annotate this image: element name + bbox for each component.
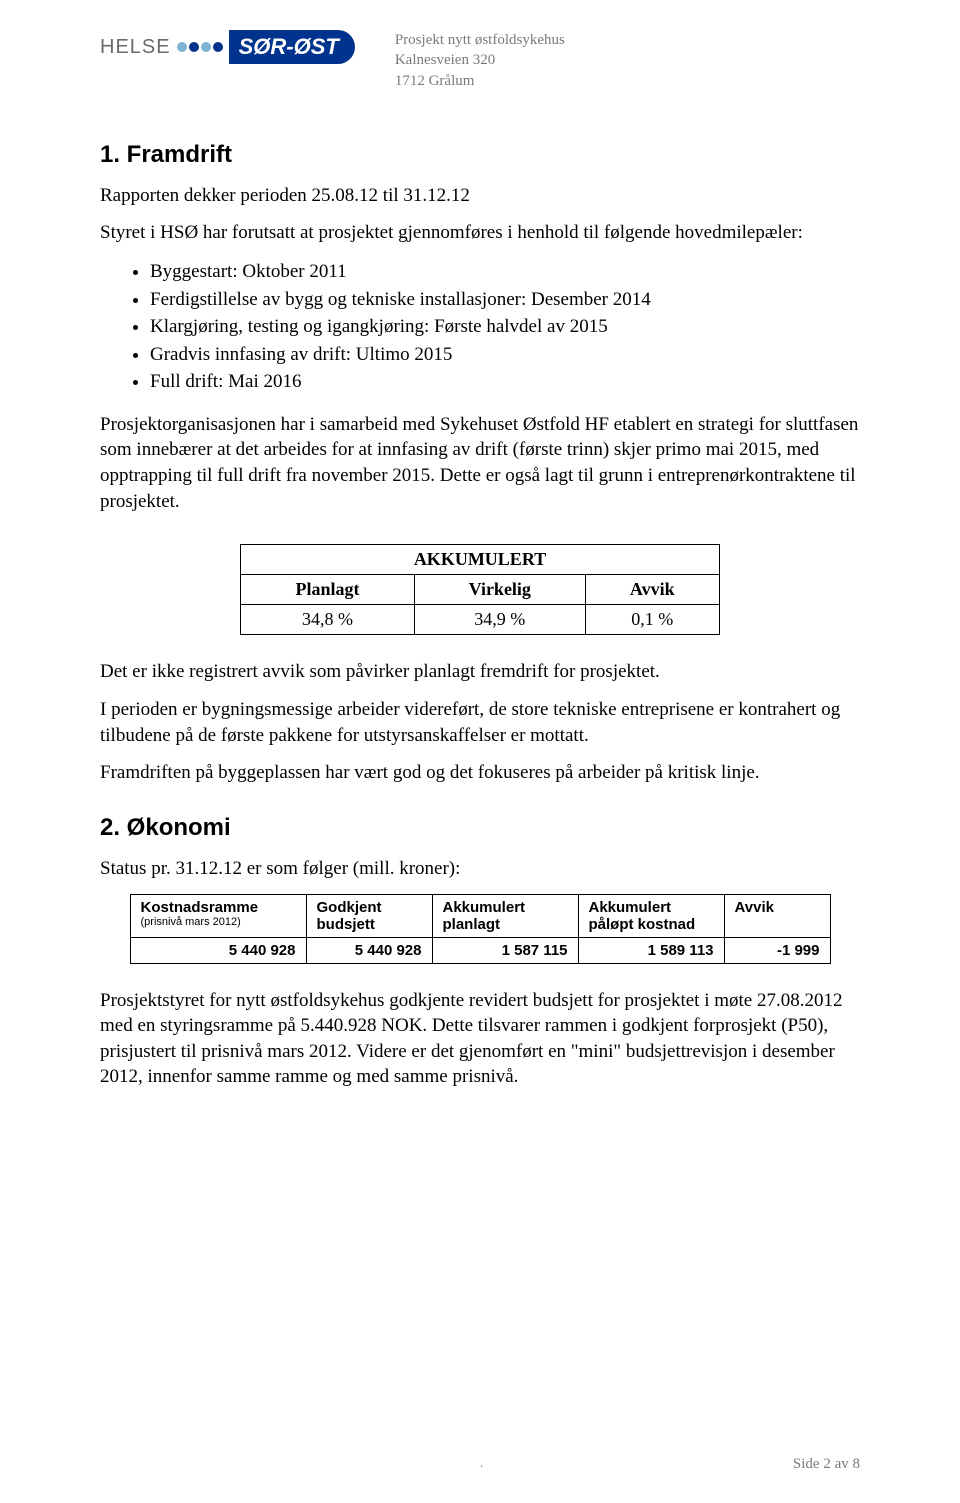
milestone-bullet-list: Byggestart: Oktober 2011 Ferdigstillelse… — [100, 258, 860, 396]
econ-cell: -1 999 — [724, 937, 830, 963]
list-item: Full drift: Mai 2016 — [150, 368, 860, 396]
econ-header-subtext: (prisnivå mars 2012) — [141, 916, 296, 928]
econ-header-text: Kostnadsramme — [141, 899, 259, 916]
section-1-intro: Rapporten dekker perioden 25.08.12 til 3… — [100, 183, 860, 209]
akk-col-header: Avvik — [585, 575, 719, 605]
akk-cell: 34,8 % — [241, 605, 415, 635]
econ-cell: 1 587 115 — [432, 937, 578, 963]
closing-paragraph: Prosjektstyret for nytt østfoldsykehus g… — [100, 988, 860, 1091]
section-1-lead: Styret i HSØ har forutsatt at prosjektet… — [100, 220, 860, 246]
after-table-p1: Det er ikke registrert avvik som påvirke… — [100, 659, 860, 685]
logo-dots — [177, 42, 223, 52]
list-item: Ferdigstillelse av bygg og tekniske inst… — [150, 286, 860, 314]
header-address-block: Prosjekt nytt østfoldsykehus Kalnesveien… — [395, 30, 565, 91]
document-page: HELSE SØR-ØST Prosjekt nytt østfoldsykeh… — [0, 0, 960, 1503]
econ-cell: 5 440 928 — [130, 937, 306, 963]
section-1-para-2: Prosjektorganisasjonen har i samarbeid m… — [100, 412, 860, 515]
akk-cell: 34,9 % — [415, 605, 586, 635]
economy-table-wrapper: Kostnadsramme (prisnivå mars 2012) Godkj… — [100, 894, 860, 964]
address-line: Kalnesveien 320 — [395, 50, 565, 70]
section-2-heading: 2. Økonomi — [100, 814, 860, 842]
akkumulert-table: AKKUMULERT Planlagt Virkelig Avvik 34,8 … — [240, 544, 720, 635]
footer-center-dot: . — [480, 1455, 483, 1471]
econ-header-cell: Avvik — [724, 894, 830, 937]
logo-helse-text: HELSE — [100, 36, 171, 59]
econ-cell: 5 440 928 — [306, 937, 432, 963]
logo-dot-icon — [189, 42, 199, 52]
akk-merged-header: AKKUMULERT — [241, 545, 720, 575]
page-footer: Side 2 av 8 — [793, 1456, 860, 1473]
akkumulert-table-wrapper: AKKUMULERT Planlagt Virkelig Avvik 34,8 … — [100, 544, 860, 635]
after-table-p3: Framdriften på byggeplassen har vært god… — [100, 760, 860, 786]
econ-header-cell: Akkumulert planlagt — [432, 894, 578, 937]
list-item: Byggestart: Oktober 2011 — [150, 258, 860, 286]
section-1-heading: 1. Framdrift — [100, 141, 860, 169]
page-header: HELSE SØR-ØST Prosjekt nytt østfoldsykeh… — [100, 30, 860, 91]
akk-col-header: Planlagt — [241, 575, 415, 605]
section-2-status-line: Status pr. 31.12.12 er som følger (mill.… — [100, 856, 860, 882]
list-item: Klargjøring, testing og igangkjøring: Fø… — [150, 313, 860, 341]
list-item: Gradvis innfasing av drift: Ultimo 2015 — [150, 341, 860, 369]
econ-header-cell: Akkumulert påløpt kostnad — [578, 894, 724, 937]
akk-col-header: Virkelig — [415, 575, 586, 605]
econ-header-cell: Kostnadsramme (prisnivå mars 2012) — [130, 894, 306, 937]
logo-dot-icon — [201, 42, 211, 52]
logo-dot-icon — [213, 42, 223, 52]
econ-cell: 1 589 113 — [578, 937, 724, 963]
akk-cell: 0,1 % — [585, 605, 719, 635]
helse-sor-ost-logo: HELSE SØR-ØST — [100, 30, 355, 64]
econ-header-cell: Godkjent budsjett — [306, 894, 432, 937]
logo-dot-icon — [177, 42, 187, 52]
logo-sorost-text: SØR-ØST — [229, 30, 355, 64]
address-line: Prosjekt nytt østfoldsykehus — [395, 30, 565, 50]
after-table-p2: I perioden er bygningsmessige arbeider v… — [100, 697, 860, 748]
address-line: 1712 Grålum — [395, 71, 565, 91]
economy-table: Kostnadsramme (prisnivå mars 2012) Godkj… — [130, 894, 831, 964]
